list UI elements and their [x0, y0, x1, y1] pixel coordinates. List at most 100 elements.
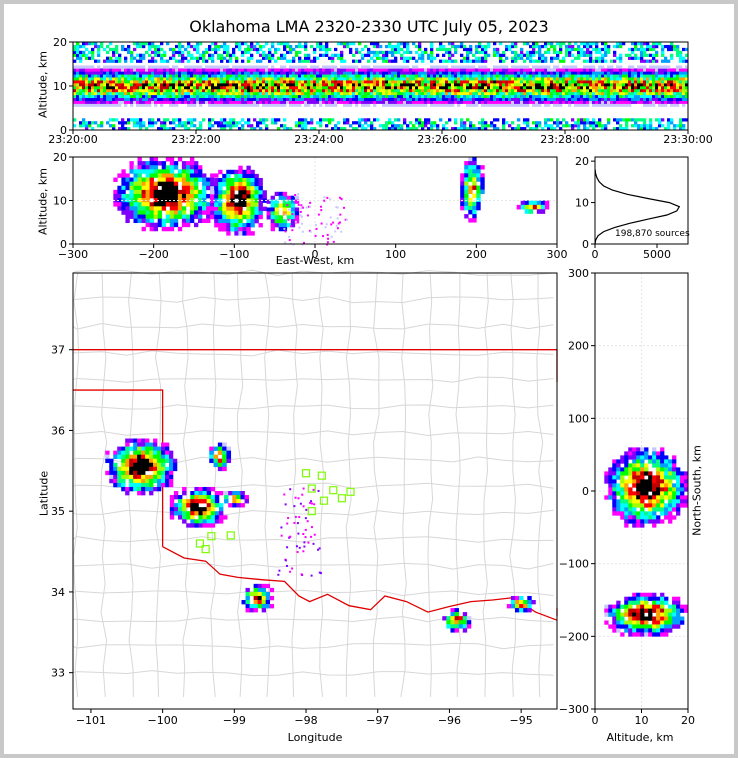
time-altitude-cell	[625, 71, 629, 75]
time-altitude-cell	[160, 83, 164, 87]
time-altitude-cell	[496, 83, 500, 87]
ew-altitude-cell	[242, 227, 247, 232]
time-altitude-cell	[553, 127, 557, 131]
time-altitude-cell	[469, 44, 473, 49]
time-altitude-cell	[481, 80, 485, 84]
time-altitude-cell	[82, 53, 86, 57]
time-altitude-cell	[595, 47, 599, 52]
time-altitude-cell	[151, 74, 155, 78]
time-altitude-cell	[229, 59, 233, 63]
ew-altitude-cell	[121, 202, 126, 207]
ew-altitude-cell	[202, 202, 207, 207]
time-altitude-cell	[298, 83, 302, 87]
time-altitude-cell	[625, 94, 629, 99]
ew-altitude-cell	[468, 205, 473, 211]
time-altitude-cell	[589, 68, 593, 72]
time-altitude-cell	[493, 77, 497, 81]
time-altitude-cell	[460, 53, 464, 57]
time-altitude-cell	[262, 65, 266, 69]
time-altitude-cell	[145, 80, 149, 84]
time-altitude-cell	[316, 71, 320, 75]
time-altitude-cell	[196, 100, 200, 104]
ew-altitude-cell	[214, 206, 219, 211]
time-altitude-cell	[580, 103, 584, 107]
time-altitude-cell	[310, 65, 314, 69]
time-altitude-cell	[79, 86, 83, 90]
time-altitude-cell	[160, 71, 164, 75]
time-altitude-cell	[520, 71, 524, 75]
time-altitude-cell	[313, 74, 317, 78]
time-altitude-cell	[382, 97, 386, 101]
ew-altitude-cell	[157, 210, 163, 215]
time-altitude-cell	[427, 121, 431, 125]
time-altitude-cell	[232, 94, 236, 99]
time-altitude-cell	[661, 71, 665, 75]
time-altitude-cell	[400, 47, 404, 52]
time-altitude-cell	[451, 127, 455, 131]
time-altitude-cell	[376, 74, 380, 78]
time-altitude-cell	[124, 83, 128, 87]
time-altitude-cell	[619, 100, 623, 104]
time-altitude-cell	[223, 50, 227, 55]
time-altitude-cell	[607, 86, 611, 90]
time-altitude-cell	[487, 80, 491, 84]
time-altitude-cell	[526, 42, 530, 46]
plan-view-cell	[105, 458, 110, 464]
time-altitude-cell	[631, 118, 635, 122]
time-altitude-cell	[349, 86, 353, 90]
time-altitude-cell	[514, 56, 518, 60]
time-altitude-cell	[136, 83, 140, 87]
time-altitude-cell	[274, 121, 278, 125]
time-altitude-cell	[562, 83, 566, 87]
ew-altitude-cell	[214, 218, 219, 224]
time-altitude-cell	[235, 124, 239, 128]
ew-altitude-cell	[214, 210, 219, 216]
time-altitude-cell	[199, 100, 203, 104]
ew-altitude-cell	[165, 214, 171, 219]
time-altitude-cell	[247, 88, 251, 93]
time-altitude-cell	[532, 74, 536, 78]
time-altitude-cell	[118, 80, 122, 84]
time-altitude-cell	[436, 80, 440, 84]
time-altitude-cell	[97, 71, 101, 75]
time-altitude-cell	[319, 42, 323, 46]
time-altitude-cell	[316, 56, 320, 60]
ew-altitude-cell	[274, 203, 279, 208]
ew-altitude-cell	[185, 181, 191, 187]
ew-altitude-cell	[153, 206, 158, 211]
time-altitude-cell	[82, 97, 86, 101]
time-altitude-cell	[547, 97, 551, 101]
time-altitude-cell	[616, 88, 620, 93]
time-altitude-cell	[325, 97, 329, 101]
time-altitude-cell	[85, 53, 89, 57]
ew-altitude-cell	[129, 169, 134, 174]
time-altitude-cell	[547, 86, 551, 90]
time-altitude-cell	[127, 83, 131, 87]
time-altitude-cell	[661, 65, 665, 69]
ew-altitude-cell	[149, 161, 154, 166]
time-altitude-cell	[157, 86, 161, 90]
time-altitude-cell	[400, 94, 404, 99]
time-altitude-cell	[379, 65, 383, 69]
ew-altitude-cell	[468, 185, 473, 190]
time-altitude-cell	[172, 100, 176, 104]
time-altitude-cell	[412, 97, 416, 101]
time-altitude-cell	[535, 65, 539, 69]
time-altitude-cell	[664, 86, 668, 90]
time-altitude-cell	[628, 91, 632, 96]
time-altitude-cell	[481, 65, 485, 69]
time-altitude-cell	[445, 91, 449, 96]
time-altitude-cell	[142, 103, 146, 107]
time-altitude-cell	[247, 59, 251, 63]
time-altitude-cell	[670, 94, 674, 99]
plan-view-cell	[157, 454, 162, 460]
ew-altitude-cell	[210, 173, 215, 178]
time-altitude-cell	[208, 86, 212, 90]
ew-altitude-cell	[210, 181, 215, 187]
time-altitude-cell	[640, 97, 644, 101]
time-altitude-cell	[322, 68, 326, 72]
time-altitude-cell	[151, 88, 155, 93]
plan-view-cell	[125, 462, 130, 468]
time-altitude-cell	[601, 97, 605, 101]
time-altitude-cell	[184, 80, 188, 84]
